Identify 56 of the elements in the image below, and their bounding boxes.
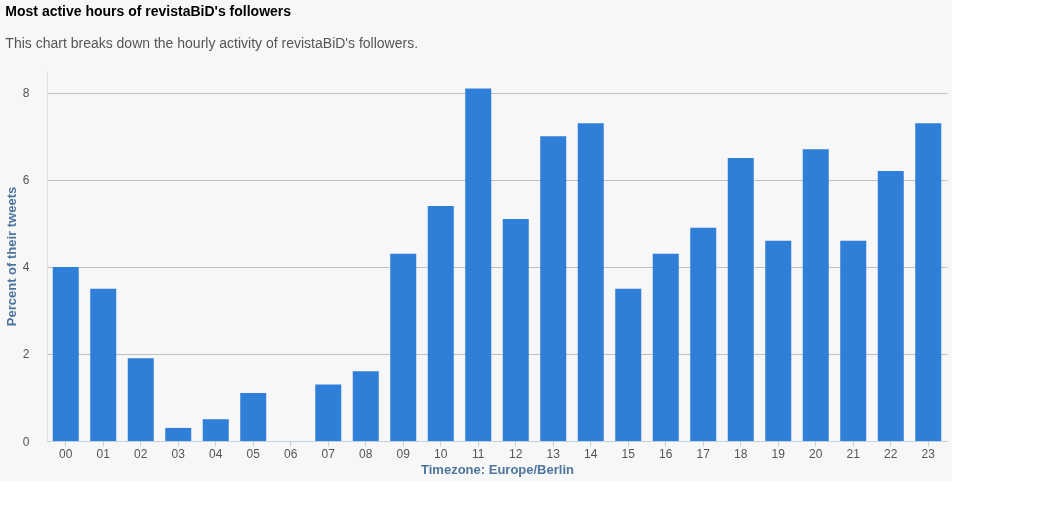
x-tick-label: 06 [284,446,298,461]
bar [352,371,379,441]
bar [765,240,792,441]
x-tick-label: 16 [659,446,673,461]
x-tick-label: 13 [546,446,561,461]
x-tick-label: 23 [921,446,936,461]
bar [915,123,942,441]
bar [502,219,529,441]
x-tick-label: 18 [734,446,748,461]
bar [390,253,417,441]
x-tick-label: 00 [59,446,73,461]
bar [577,123,604,441]
x-tick-label: 08 [359,446,373,461]
x-tick-label: 20 [809,446,823,461]
x-tick-label: 04 [209,446,223,461]
y-tick-label: 2 [22,347,30,362]
chart-subtitle: This chart breaks down the hourly activity of revistaBiD's followers. [5,35,419,51]
x-tick-label: 10 [434,446,448,461]
bar [465,88,492,441]
x-tick-label: 09 [396,446,411,461]
x-axis-title: Timezone: Europe/Berlin [421,461,574,477]
chart-title: Most active hours of revistaBiD's followers [5,3,292,19]
bar [52,266,79,441]
bar [615,288,642,441]
bar [202,419,229,441]
bar [840,240,867,441]
x-tick-label: 11 [472,446,485,461]
y-tick-label: 4 [22,260,30,275]
bar [877,171,904,441]
bar [727,158,754,441]
x-tick-label: 15 [621,446,636,461]
x-tick-label: 21 [846,446,861,461]
bar [652,253,679,441]
x-tick-label: 22 [884,446,898,461]
x-tick-label: 01 [96,446,111,461]
bar [690,227,717,441]
bar [165,427,192,441]
bar [315,384,342,441]
bar [540,136,567,441]
bar [90,288,117,441]
y-tick-label: 8 [22,86,30,101]
x-tick-label: 07 [321,446,336,461]
bar [240,393,267,441]
x-tick-label: 02 [134,446,148,461]
y-tick-label: 6 [22,173,30,188]
x-tick-label: 12 [509,446,523,461]
y-axis-title: Percent of their tweets [3,186,19,327]
x-tick-label: 17 [696,446,711,461]
y-tick-label: 0 [22,434,30,449]
x-tick-label: 19 [771,446,786,461]
bar [802,149,829,441]
bar [427,205,454,441]
x-tick-label: 03 [171,446,186,461]
x-tick-label: 14 [584,446,598,461]
x-tick-label: 05 [246,446,261,461]
bar [127,358,154,441]
